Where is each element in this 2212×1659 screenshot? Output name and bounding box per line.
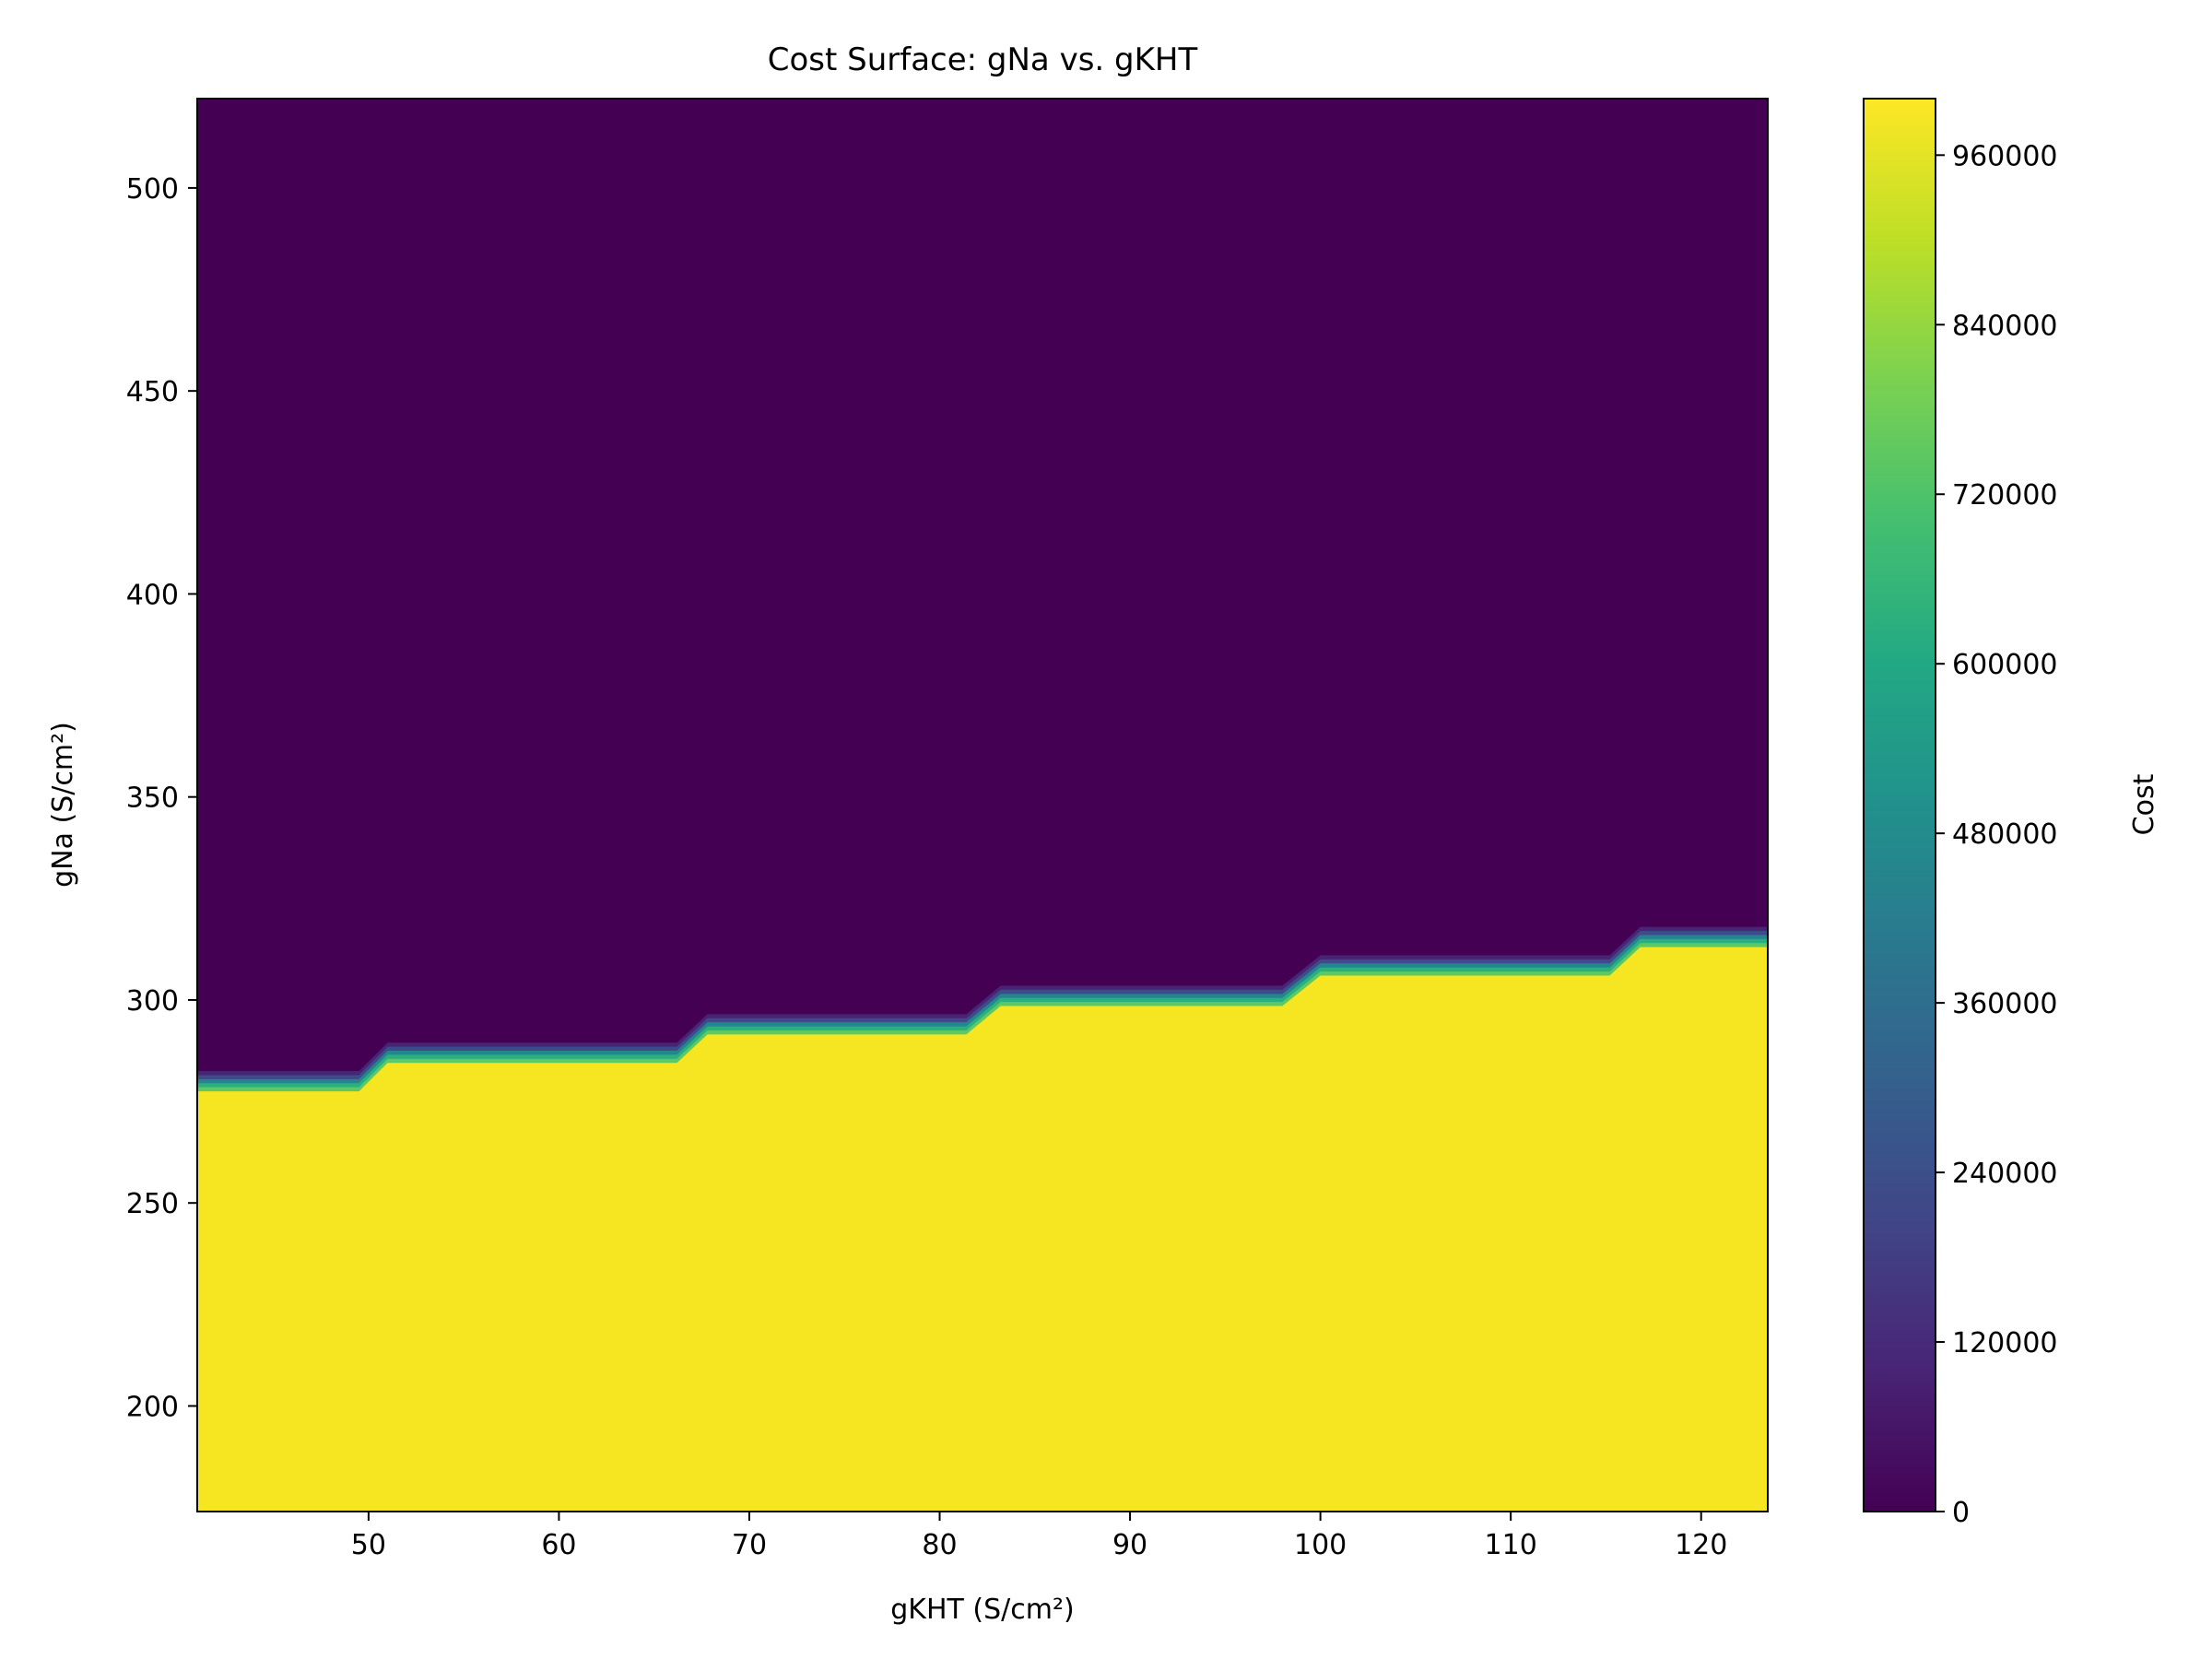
y-tick-label: 450 <box>126 376 179 408</box>
y-tick-label: 250 <box>126 1188 179 1220</box>
x-axis-label: gKHT (S/cm²) <box>890 1594 1074 1626</box>
high-cost-region <box>197 947 1768 1512</box>
y-tick-label: 400 <box>126 579 179 611</box>
colorbar-tick-label: 240000 <box>1952 1158 2058 1190</box>
x-tick-label: 60 <box>541 1529 576 1561</box>
x-tick-label: 120 <box>1675 1529 1727 1561</box>
x-tick-label: 110 <box>1485 1529 1537 1561</box>
y-axis: 200 250 300 350 400 450 500 <box>126 173 197 1423</box>
colorbar: 0 120000 240000 360000 480000 600000 720000 840… <box>1863 98 2058 1529</box>
colorbar-tick-label: 0 <box>1952 1497 1970 1529</box>
plot-frame <box>196 98 1769 1512</box>
colorbar-tick-label: 480000 <box>1952 818 2058 851</box>
heatmap-plot-area <box>196 98 1769 1512</box>
colorbar-ticks: 0 120000 240000 360000 480000 600000 720000 840… <box>1936 140 2058 1529</box>
x-tick-label: 100 <box>1294 1529 1347 1561</box>
y-tick-label: 300 <box>126 985 179 1018</box>
x-axis: 50 60 70 80 90 100 110 120 <box>351 1512 1727 1561</box>
y-axis-label: gNa (S/cm²) <box>47 722 79 888</box>
y-tick-label: 500 <box>126 173 179 206</box>
x-tick-label: 90 <box>1112 1529 1147 1561</box>
colorbar-tick-label: 360000 <box>1952 988 2058 1020</box>
x-tick-label: 50 <box>351 1529 386 1561</box>
y-tick-label: 200 <box>126 1391 179 1423</box>
colorbar-tick-label: 720000 <box>1952 479 2058 512</box>
colorbar-frame <box>1863 98 1936 1512</box>
colorbar-tick-label: 600000 <box>1952 649 2058 681</box>
x-tick-label: 70 <box>732 1529 767 1561</box>
chart-title: Cost Surface: gNa vs. gKHT <box>768 41 1198 78</box>
colorbar-tick-label: 120000 <box>1952 1327 2058 1359</box>
colorbar-tick-label: 960000 <box>1952 140 2058 172</box>
colorbar-gradient <box>1864 99 1936 1512</box>
y-tick-label: 350 <box>126 782 179 815</box>
x-tick-label: 80 <box>922 1529 957 1561</box>
colorbar-tick-label: 840000 <box>1952 310 2058 342</box>
colorbar-label: Cost <box>2128 773 2160 835</box>
